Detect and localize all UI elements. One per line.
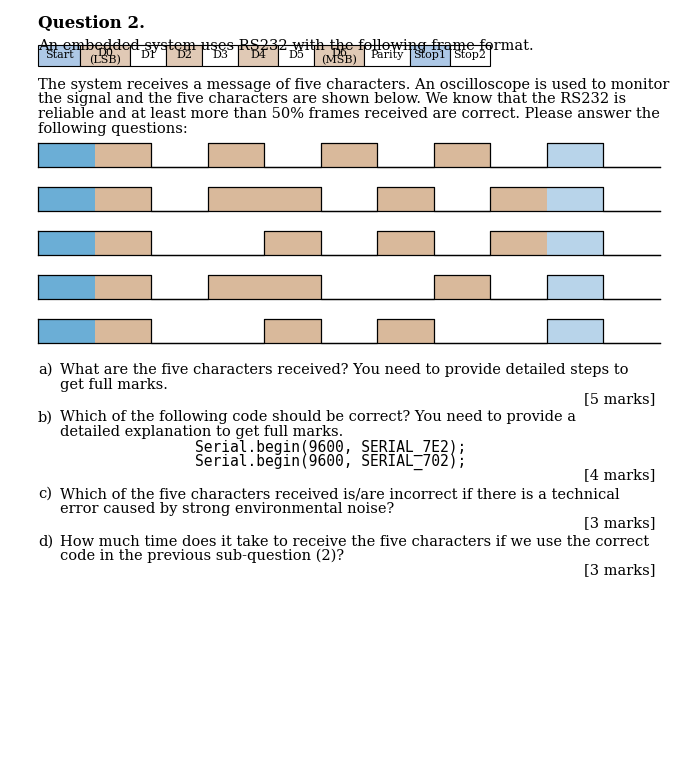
Text: Serial.begin(9600, SERIAL_702);: Serial.begin(9600, SERIAL_702);: [195, 454, 466, 470]
Bar: [321, 143, 377, 167]
Bar: [264, 275, 321, 299]
Text: Start: Start: [45, 50, 73, 60]
Text: the signal and the five characters are shown below. We know that the RS232 is: the signal and the five characters are s…: [38, 92, 626, 107]
Text: Question 2.: Question 2.: [38, 15, 145, 32]
Bar: [238, 45, 278, 66]
Text: What are the five characters received? You need to provide detailed steps to: What are the five characters received? Y…: [60, 363, 629, 377]
Text: Which of the five characters received is/are incorrect if there is a technical: Which of the five characters received is…: [60, 487, 620, 501]
Bar: [264, 319, 321, 343]
Text: The system receives a message of five characters. An oscilloscope is used to mon: The system receives a message of five ch…: [38, 78, 669, 92]
Text: following questions:: following questions:: [38, 121, 187, 136]
Bar: [264, 187, 321, 211]
Bar: [166, 45, 202, 66]
Text: Which of the following code should be correct? You need to provide a: Which of the following code should be co…: [60, 410, 576, 424]
Text: reliable and at least more than 50% frames received are correct. Please answer t: reliable and at least more than 50% fram…: [38, 107, 660, 121]
Text: (MSB): (MSB): [321, 56, 357, 66]
Text: D4: D4: [250, 50, 266, 60]
Text: detailed explanation to get full marks.: detailed explanation to get full marks.: [60, 425, 343, 439]
Bar: [38, 319, 95, 343]
Bar: [38, 45, 80, 66]
Bar: [208, 143, 264, 167]
Text: (LSB): (LSB): [89, 56, 121, 66]
Text: a): a): [38, 363, 52, 377]
Bar: [547, 319, 604, 343]
Text: Stop1: Stop1: [413, 50, 447, 60]
Bar: [130, 45, 166, 66]
Text: D3: D3: [212, 50, 228, 60]
Bar: [410, 45, 450, 66]
Text: D2: D2: [176, 50, 192, 60]
Bar: [314, 45, 364, 66]
Bar: [38, 275, 95, 299]
Text: An embedded system uses RS232 with the following frame format.: An embedded system uses RS232 with the f…: [38, 39, 534, 53]
Bar: [377, 231, 434, 255]
Text: D6: D6: [331, 47, 347, 57]
Bar: [95, 275, 151, 299]
Text: b): b): [38, 410, 53, 424]
Bar: [377, 187, 434, 211]
Text: error caused by strong environmental noise?: error caused by strong environmental noi…: [60, 501, 395, 516]
Bar: [80, 45, 130, 66]
Bar: [202, 45, 238, 66]
Text: code in the previous sub-question (2)?: code in the previous sub-question (2)?: [60, 549, 344, 563]
Text: get full marks.: get full marks.: [60, 378, 168, 391]
Bar: [95, 143, 151, 167]
Text: d): d): [38, 535, 53, 549]
Bar: [364, 45, 410, 66]
Bar: [95, 319, 151, 343]
Text: D1: D1: [140, 50, 156, 60]
Text: Serial.begin(9600, SERIAL_7E2);: Serial.begin(9600, SERIAL_7E2);: [195, 439, 466, 456]
Text: D5: D5: [288, 50, 304, 60]
Text: [3 marks]: [3 marks]: [583, 516, 655, 530]
Text: [3 marks]: [3 marks]: [583, 564, 655, 578]
Bar: [208, 275, 264, 299]
Bar: [38, 231, 95, 255]
Text: [5 marks]: [5 marks]: [583, 392, 655, 406]
Bar: [491, 231, 547, 255]
Bar: [547, 231, 604, 255]
Text: [4 marks]: [4 marks]: [583, 468, 655, 482]
Bar: [450, 45, 490, 66]
Bar: [38, 143, 95, 167]
Text: Parity: Parity: [370, 50, 404, 60]
Bar: [547, 275, 604, 299]
Bar: [38, 187, 95, 211]
Bar: [491, 187, 547, 211]
Bar: [208, 187, 264, 211]
Text: Stop2: Stop2: [454, 50, 487, 60]
Bar: [95, 187, 151, 211]
Bar: [434, 143, 491, 167]
Bar: [278, 45, 314, 66]
Bar: [95, 231, 151, 255]
Bar: [264, 231, 321, 255]
Bar: [434, 275, 491, 299]
Bar: [547, 187, 604, 211]
Bar: [547, 143, 604, 167]
Bar: [377, 319, 434, 343]
Text: c): c): [38, 487, 52, 501]
Text: How much time does it take to receive the five characters if we use the correct: How much time does it take to receive th…: [60, 535, 649, 549]
Text: D0: D0: [97, 47, 113, 57]
